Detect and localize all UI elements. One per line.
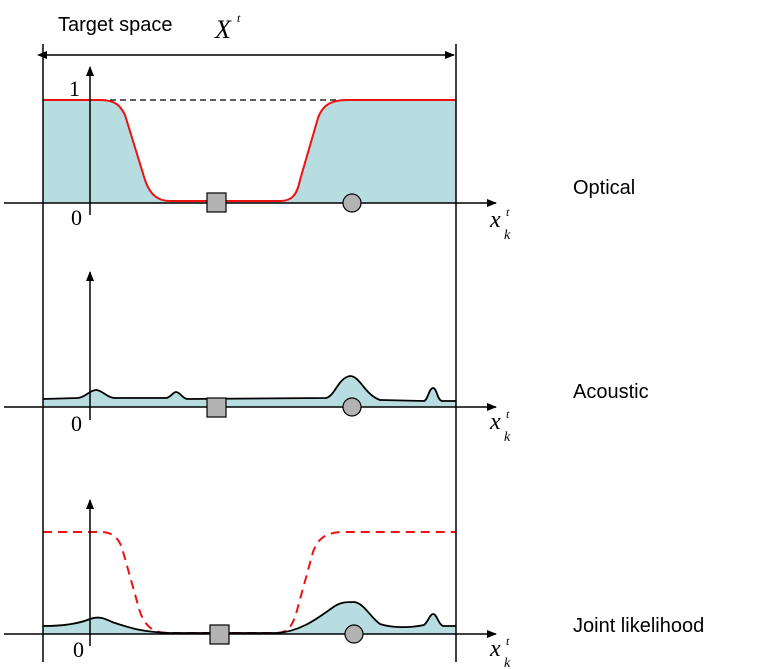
joint-y-zero-label: 0: [73, 637, 84, 662]
acoustic-x-var: x: [489, 409, 501, 435]
acoustic-likelihood-curve: [42, 375, 456, 402]
joint-x-var-sub: k: [504, 656, 511, 669]
optical-x-var-sup: t: [506, 205, 510, 219]
target-space-symbol-sup: t: [237, 11, 241, 25]
target-space-label: Target space: [58, 14, 173, 36]
circle-marker: [344, 624, 364, 644]
square-marker: [209, 624, 230, 645]
optical-x-var: x: [489, 207, 501, 233]
optical-panel: 1 0 x k t Optical: [4, 66, 635, 243]
acoustic-x-var-sub: k: [504, 430, 511, 445]
acoustic-panel: 0 x k t Acoustic: [4, 271, 649, 445]
circle-marker: [342, 193, 362, 213]
acoustic-x-var-sup: t: [506, 407, 510, 421]
optical-fill: [43, 100, 456, 203]
joint-panel: 0 x k t Joint likelihood: [4, 499, 704, 669]
square-marker: [206, 397, 227, 418]
optical-reference-dashed-curve: [43, 531, 456, 634]
acoustic-label: Acoustic: [573, 381, 649, 403]
joint-likelihood-curve: [42, 601, 456, 634]
circle-marker: [342, 397, 362, 417]
optical-x-var-sub: k: [504, 228, 511, 243]
joint-label: Joint likelihood: [573, 615, 704, 637]
acoustic-y-zero-label: 0: [71, 411, 82, 436]
optical-y-zero-label: 0: [71, 205, 82, 230]
acoustic-fill: [43, 376, 456, 407]
joint-x-var: x: [489, 636, 501, 662]
target-space-symbol: X: [214, 15, 232, 44]
square-marker: [206, 192, 227, 213]
joint-x-var-sup: t: [506, 634, 510, 648]
optical-y-one-label: 1: [69, 76, 80, 101]
optical-label: Optical: [573, 177, 635, 199]
target-space-header: Target space X t: [58, 11, 241, 44]
